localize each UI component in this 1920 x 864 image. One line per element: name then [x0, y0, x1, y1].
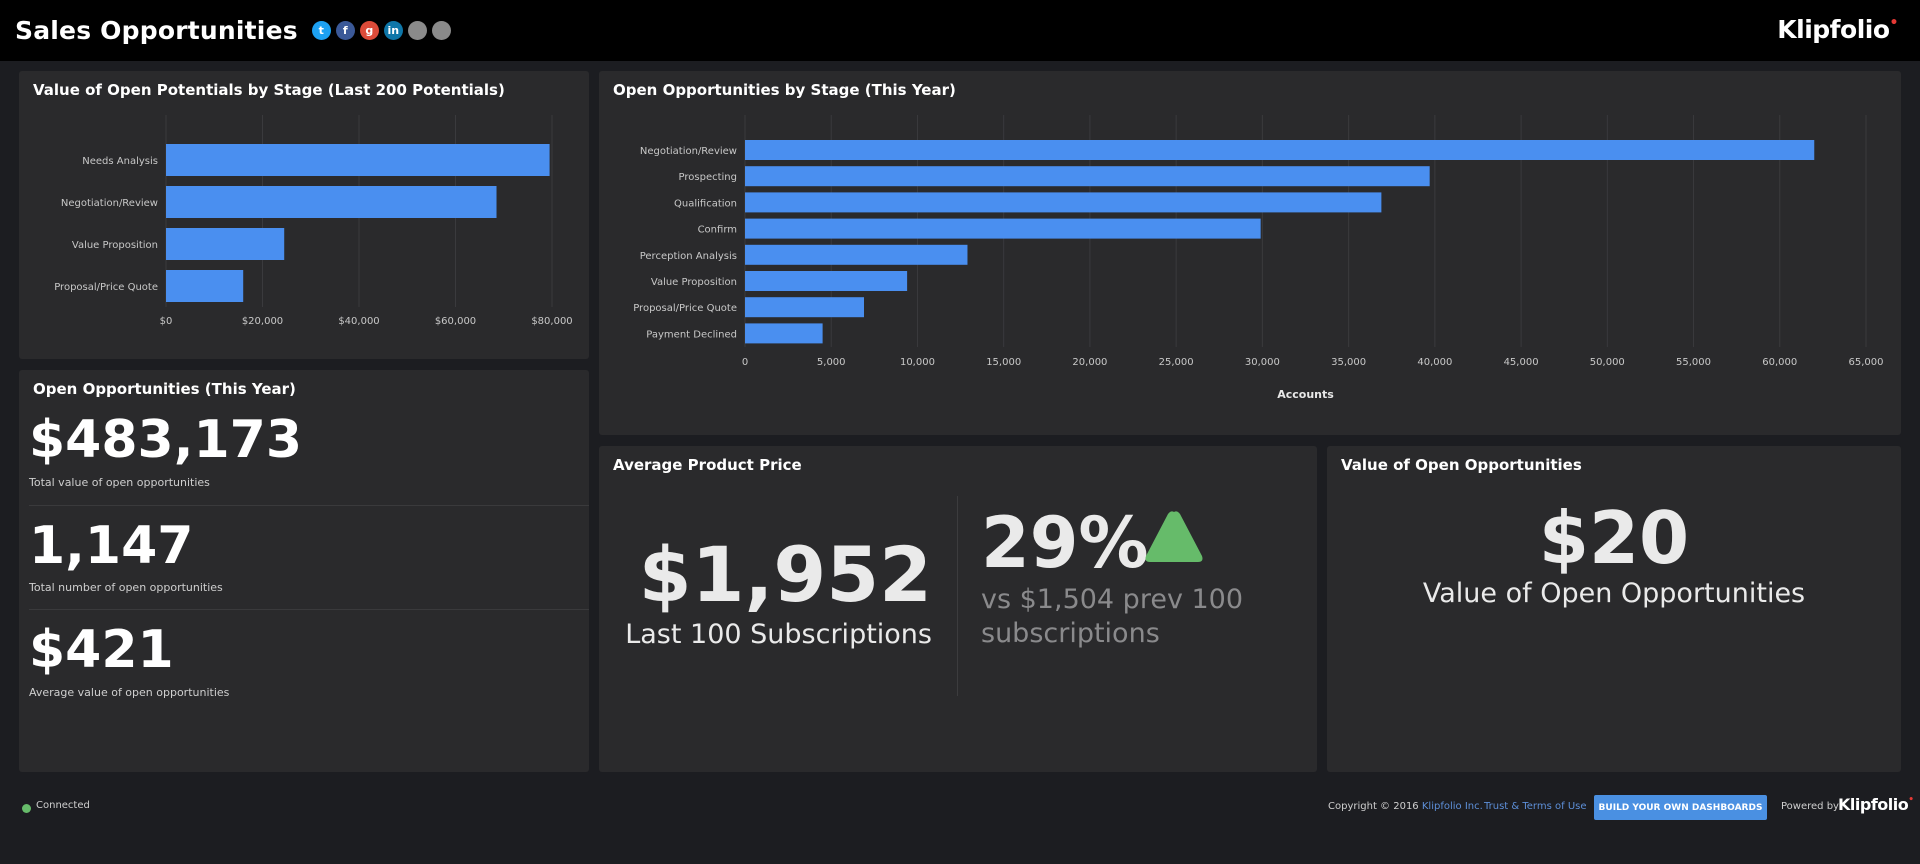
open-opportunities-panel: Open Opportunities (This Year) $483,173 … [19, 370, 589, 772]
x-tick-label: 0 [742, 357, 748, 368]
bar[interactable] [745, 271, 908, 291]
footer-logo-dot: • [1908, 795, 1914, 805]
top-bar: Sales Opportunities t f g in Klipfolio• [0, 0, 1920, 61]
x-tick-label: 20,000 [1072, 357, 1107, 368]
opportunities-by-stage-panel: Open Opportunities by Stage (This Year) … [599, 71, 1901, 435]
open-opps-title: Open Opportunities (This Year) [33, 380, 296, 398]
x-tick-label: $0 [160, 316, 173, 327]
bar[interactable] [745, 297, 864, 318]
avg-price-title: Average Product Price [613, 456, 802, 474]
x-tick-label: 10,000 [900, 357, 935, 368]
connection-status: Connected [36, 800, 90, 811]
total-count-label: Total number of open opportunities [29, 581, 223, 594]
x-tick-label: $40,000 [338, 316, 379, 327]
compare-line-2: subscriptions [981, 618, 1160, 649]
category-label: Value Proposition [72, 240, 158, 251]
x-tick-label: 15,000 [986, 357, 1021, 368]
x-tick-label: 35,000 [1331, 357, 1366, 368]
x-tick-label: 25,000 [1159, 357, 1194, 368]
x-tick-label: 30,000 [1245, 357, 1280, 368]
total-value-label: Total value of open opportunities [29, 476, 210, 489]
facebook-icon[interactable]: f [335, 21, 355, 40]
klipfolio-logo-dot: • [1889, 15, 1899, 31]
total-value-metric: $483,173 [29, 410, 303, 470]
x-axis-label: Accounts [1277, 388, 1334, 401]
copyright-text: Copyright © 2016 [1328, 801, 1422, 812]
footer: Connected Copyright © 2016 Klipfolio Inc… [0, 785, 1920, 837]
google-plus-icon[interactable]: g [359, 21, 379, 40]
average-product-price-panel: Average Product Price $1,952 Last 100 Su… [599, 446, 1317, 772]
average-value-label: Average value of open opportunities [29, 686, 230, 699]
avg-price-value: $1,952 [638, 530, 932, 619]
powered-by-text: Powered by [1781, 801, 1839, 812]
build-dashboards-button[interactable]: BUILD YOUR OWN DASHBOARDS [1594, 795, 1767, 820]
value-open-opportunities-panel: Value of Open Opportunities $20 Value of… [1327, 446, 1901, 772]
x-tick-label: 50,000 [1590, 357, 1625, 368]
bar[interactable] [166, 144, 550, 176]
value-open-label: Value of Open Opportunities [1422, 578, 1806, 609]
bar[interactable] [166, 270, 244, 302]
value-open-title: Value of Open Opportunities [1341, 456, 1582, 474]
terms-link[interactable]: Trust & Terms of Use [1484, 801, 1587, 812]
metric-divider [29, 609, 589, 610]
price-change-percent: 29% [981, 502, 1149, 584]
potentials-panel-title: Value of Open Potentials by Stage (Last … [33, 81, 505, 99]
total-count-metric: 1,147 [29, 516, 194, 576]
category-label: Confirm [698, 225, 737, 236]
opportunities-bar-chart: 0 5,000 10,000 15,000 20,000 25,000 30,000 35,0… [633, 115, 1884, 401]
x-tick-label: 5,000 [817, 357, 846, 368]
opportunities-panel-title: Open Opportunities by Stage (This Year) [613, 81, 956, 99]
compare-line-1: vs $1,504 prev 100 [981, 584, 1244, 615]
avg-price-label: Last 100 Subscriptions [625, 619, 932, 650]
bar[interactable] [166, 228, 285, 260]
footer-logo-text: Klipfolio [1838, 795, 1909, 814]
bar[interactable] [166, 186, 497, 218]
x-tick-label: $20,000 [242, 316, 283, 327]
x-tick-label: 60,000 [1762, 357, 1797, 368]
x-tick-label: 45,000 [1504, 357, 1539, 368]
bar[interactable] [745, 166, 1430, 187]
triangle-up-icon [1145, 511, 1203, 562]
x-tick-label: 40,000 [1417, 357, 1452, 368]
bar[interactable] [745, 140, 1815, 160]
bar[interactable] [745, 323, 823, 344]
average-value-metric: $421 [29, 620, 174, 680]
potentials-by-stage-panel: Value of Open Potentials by Stage (Last … [19, 71, 589, 359]
bar[interactable] [745, 244, 968, 265]
value-open-value: $20 [1538, 496, 1690, 580]
price-divider [957, 496, 958, 696]
category-label: Value Proposition [651, 277, 737, 288]
category-label: Prospecting [679, 172, 737, 183]
klipfolio-logo[interactable]: Klipfolio• [1777, 15, 1898, 44]
klipfolio-logo-text: Klipfolio [1777, 15, 1890, 44]
metric-divider [29, 505, 589, 506]
linkedin-icon[interactable]: in [383, 21, 403, 40]
bar[interactable] [745, 218, 1261, 239]
copyright: Copyright © 2016 Klipfolio Inc. [1328, 801, 1483, 812]
category-label: Proposal/Price Quote [633, 303, 737, 314]
category-label: Perception Analysis [640, 251, 737, 262]
category-label: Qualification [674, 198, 737, 209]
category-label: Proposal/Price Quote [54, 282, 158, 293]
potentials-bar-chart: $0 $20,000 $40,000 $60,000 $80,000 Needs Anal… [54, 115, 573, 327]
category-label: Needs Analysis [82, 156, 158, 167]
dashboard-title: Sales Opportunities [15, 16, 298, 45]
x-tick-label: $60,000 [435, 316, 476, 327]
email-icon[interactable] [431, 21, 451, 40]
x-tick-label: $80,000 [531, 316, 572, 327]
copyright-link[interactable]: Klipfolio Inc. [1421, 801, 1483, 812]
category-label: Negotiation/Review [61, 198, 158, 209]
bar[interactable] [745, 192, 1382, 213]
link-icon[interactable] [407, 21, 427, 40]
footer-klipfolio-logo[interactable]: Klipfolio• [1838, 795, 1914, 814]
twitter-icon[interactable]: t [311, 21, 331, 40]
x-tick-label: 55,000 [1676, 357, 1711, 368]
category-label: Payment Declined [646, 329, 737, 340]
social-share-icons: t f g in [311, 21, 451, 40]
connection-status-icon [22, 804, 31, 813]
category-label: Negotiation/Review [640, 146, 737, 157]
x-tick-label: 65,000 [1849, 357, 1884, 368]
